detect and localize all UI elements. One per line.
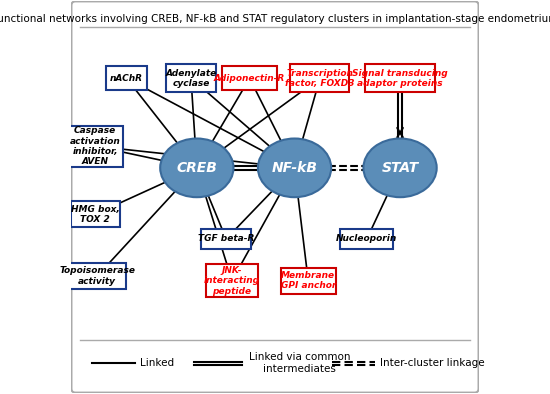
FancyBboxPatch shape (340, 229, 393, 249)
Ellipse shape (258, 139, 331, 197)
FancyBboxPatch shape (68, 126, 123, 167)
FancyBboxPatch shape (222, 66, 277, 90)
Text: Topoisomerase
activity: Topoisomerase activity (59, 266, 135, 286)
Text: NF-kB: NF-kB (272, 161, 317, 175)
Text: Signal transducing
adaptor proteins: Signal transducing adaptor proteins (352, 69, 448, 88)
FancyBboxPatch shape (290, 65, 349, 92)
Text: Linked: Linked (140, 358, 174, 368)
Text: TGF beta-R: TGF beta-R (198, 234, 254, 243)
Text: STAT: STAT (382, 161, 419, 175)
FancyBboxPatch shape (280, 268, 336, 294)
Text: CREB: CREB (177, 161, 217, 175)
FancyBboxPatch shape (201, 229, 251, 249)
FancyBboxPatch shape (365, 65, 436, 92)
FancyBboxPatch shape (70, 201, 120, 227)
Text: Nucleoporin: Nucleoporin (336, 234, 398, 243)
Text: Adenylate
cyclase: Adenylate cyclase (166, 69, 217, 88)
Ellipse shape (160, 139, 234, 197)
Text: Membrane
GPI anchor: Membrane GPI anchor (280, 271, 336, 290)
FancyBboxPatch shape (106, 66, 147, 90)
FancyBboxPatch shape (206, 264, 257, 297)
Text: Caspase
activation
inhibitor,
AVEN: Caspase activation inhibitor, AVEN (70, 126, 120, 166)
Ellipse shape (364, 139, 437, 197)
Text: Functional networks involving CREB, NF-kB and STAT regulatory clusters in implan: Functional networks involving CREB, NF-k… (0, 14, 550, 24)
FancyBboxPatch shape (69, 263, 126, 289)
FancyBboxPatch shape (166, 65, 216, 92)
Text: Linked via common
intermediates: Linked via common intermediates (249, 353, 350, 374)
Text: HMG box,
TOX 2: HMG box, TOX 2 (71, 204, 119, 224)
Text: Inter-cluster linkage: Inter-cluster linkage (380, 358, 485, 368)
FancyBboxPatch shape (72, 2, 478, 392)
Text: JNK-
interacting
peptide: JNK- interacting peptide (204, 266, 260, 296)
Text: Adiponectin-R: Adiponectin-R (214, 74, 285, 83)
Text: nAChR: nAChR (110, 74, 143, 83)
Text: Transcription
factor, FOXD3: Transcription factor, FOXD3 (285, 69, 355, 88)
